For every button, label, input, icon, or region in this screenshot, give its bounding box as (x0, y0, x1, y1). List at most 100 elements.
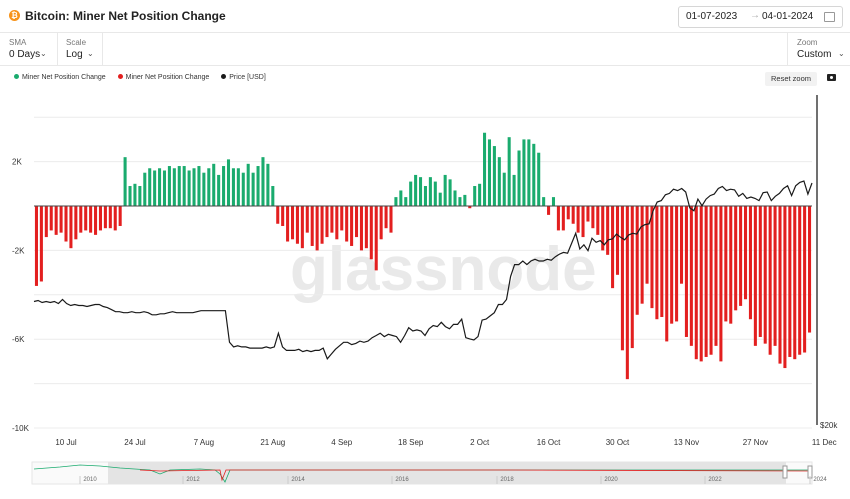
camera-icon[interactable] (827, 74, 836, 81)
legend-item-negative[interactable]: Miner Net Position Change (117, 74, 210, 81)
bar (192, 168, 196, 206)
bar (729, 206, 733, 324)
bar (34, 206, 38, 286)
scale-label: Scale (66, 38, 87, 47)
bars-group (34, 132, 812, 380)
bar (808, 206, 812, 333)
bar (281, 206, 285, 226)
bar (212, 163, 216, 206)
date-range-picker[interactable]: 01-07-2023 → 04-01-2024 (678, 6, 843, 28)
bar (89, 206, 93, 233)
bar (714, 206, 718, 346)
navigator: 2010 2012 2014 2016 2018 2020 2022 2024 (31, 461, 827, 485)
date-from[interactable]: 01-07-2023 (686, 11, 738, 22)
bar (128, 186, 132, 206)
navigator-year-label: 2014 (291, 477, 305, 483)
bar (222, 166, 226, 206)
bar (753, 206, 757, 346)
bar (143, 172, 147, 206)
bar (483, 132, 487, 206)
bar (251, 172, 255, 206)
chart-header: ₿ Bitcoin: Miner Net Position Change 01-… (0, 0, 850, 33)
x-tick-label: 11 Dec (812, 438, 837, 447)
navigator-year-label: 2024 (813, 477, 827, 483)
bar (286, 206, 290, 242)
navigator-series-neg (139, 469, 811, 482)
bar (453, 190, 457, 206)
bar (271, 186, 275, 206)
legend-item-price[interactable]: Price [USD] (221, 74, 266, 81)
bar (601, 206, 605, 251)
reset-zoom-button[interactable]: Reset zoom (765, 72, 817, 86)
legend-label: Miner Net Position Change (125, 74, 210, 81)
bar (547, 206, 551, 215)
bar (133, 183, 137, 206)
sma-select[interactable]: SMA 0 Days ⌄ (0, 33, 58, 65)
zoom-select[interactable]: Zoom Custom ⌄ (787, 33, 850, 65)
bar (325, 206, 329, 238)
bar (197, 166, 201, 206)
bar (581, 206, 585, 238)
scale-select[interactable]: Scale Log ⌄ (57, 33, 103, 65)
page-title: Bitcoin: Miner Net Position Change (25, 9, 226, 23)
bar (645, 206, 649, 284)
chevron-down-icon: ⌄ (87, 49, 94, 58)
date-to[interactable]: 04-01-2024 (762, 11, 814, 22)
bar (606, 206, 610, 255)
x-tick-label: 30 Oct (606, 438, 630, 447)
x-tick-label: 7 Aug (194, 438, 214, 447)
bar (79, 206, 83, 233)
x-tick-label: 2 Oct (470, 438, 490, 447)
bar (665, 206, 669, 342)
chevron-down-icon: ⌄ (40, 49, 47, 58)
calendar-icon[interactable] (824, 12, 835, 22)
bar (704, 206, 708, 357)
bar (640, 206, 644, 304)
bar (586, 206, 590, 222)
bar (217, 174, 221, 206)
bar (310, 206, 314, 246)
bar (350, 206, 354, 246)
navigator-year-label: 2018 (500, 477, 514, 483)
navigator-handle-left (782, 465, 788, 479)
navigator-year-label: 2022 (708, 477, 722, 483)
watermark: glassnode (290, 235, 597, 304)
bar (803, 206, 807, 353)
zoom-value[interactable]: Custom (797, 49, 832, 60)
bar (684, 206, 688, 337)
bar (468, 206, 472, 209)
bar (64, 206, 68, 242)
price-line-group (33, 180, 813, 360)
bar (561, 206, 565, 231)
bar (182, 166, 186, 206)
legend-item-positive[interactable]: Miner Net Position Change (14, 74, 106, 81)
bar (394, 197, 398, 206)
navigator-year-label: 2010 (83, 477, 97, 483)
chevron-down-icon: ⌄ (838, 49, 845, 58)
sma-value[interactable]: 0 Days (9, 49, 41, 60)
bar (162, 170, 167, 206)
bar (768, 206, 772, 355)
bar (187, 170, 191, 206)
bar (44, 206, 48, 238)
bar (739, 206, 743, 306)
bar (502, 172, 506, 206)
bar (74, 206, 78, 240)
bar (532, 143, 536, 206)
bar (379, 206, 383, 240)
bar (345, 206, 349, 242)
bar (478, 183, 482, 206)
bar (596, 206, 600, 235)
bar (788, 206, 792, 357)
navigator-year-label: 2012 (186, 477, 200, 483)
y-tick-label: -6K (12, 335, 25, 344)
legend-dot-green (14, 74, 19, 79)
bar (615, 206, 620, 275)
bar (689, 206, 693, 346)
bar (798, 206, 802, 355)
scale-value[interactable]: Log (66, 49, 83, 60)
navigator-year-label: 2016 (395, 477, 409, 483)
bar (414, 174, 418, 206)
bar (571, 206, 575, 224)
